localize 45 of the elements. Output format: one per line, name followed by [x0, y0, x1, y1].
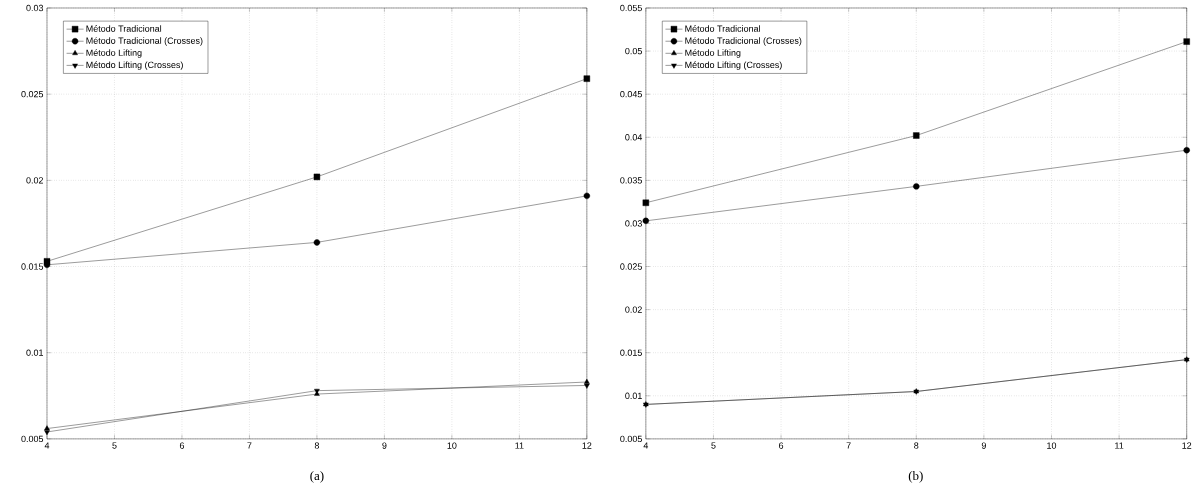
- x-tick-label: 11: [515, 442, 524, 449]
- x-tick-label: 11: [1115, 442, 1124, 449]
- legend-label: Método Lifting: [86, 49, 142, 58]
- legend-label: Método Tradicional: [685, 25, 760, 32]
- legend-label: Método Tradicional: [86, 25, 162, 32]
- x-tick-label: 10: [447, 442, 457, 449]
- y-tick-label: 0.01: [26, 349, 44, 356]
- x-tick-label: 5: [112, 442, 117, 449]
- legend-label: Método Tradicional (Crosses): [685, 37, 802, 46]
- x-tick-label: 12: [582, 442, 592, 449]
- x-tick-label: 4: [44, 442, 50, 449]
- x-tick-label: 4: [643, 442, 649, 449]
- y-tick-label: 0.015: [21, 263, 44, 270]
- y-tick-label: 0.01: [625, 392, 642, 400]
- x-tick-label: 7: [846, 442, 851, 449]
- text: (b): [908, 471, 923, 483]
- legend-label: Método Tradicional (Crosses): [86, 37, 203, 46]
- y-tick-label: 0.055: [620, 4, 642, 12]
- y-tick-label: 0.035: [620, 177, 642, 184]
- y-tick-label: 0.02: [26, 177, 44, 184]
- y-tick-label: 0.045: [620, 91, 642, 98]
- y-tick-label: 0.005: [21, 435, 44, 443]
- legend-label: Método Lifting (Crosses): [685, 61, 782, 70]
- y-tick-label: 0.025: [21, 91, 44, 98]
- y-tick-label: 0.015: [620, 349, 642, 356]
- x-tick-label: 6: [779, 442, 784, 449]
- legend-label: Método Lifting (Crosses): [86, 61, 183, 70]
- legend-label: Método Lifting: [685, 49, 741, 58]
- text: (a): [310, 471, 324, 483]
- x-tick-label: 7: [247, 442, 252, 449]
- y-tick-label: 0.05: [625, 47, 642, 55]
- x-tick-label: 12: [1182, 442, 1192, 449]
- x-tick-label: 10: [1047, 442, 1057, 449]
- y-tick-label: 0.005: [620, 435, 642, 443]
- y-tick-label: 0.03: [26, 4, 44, 12]
- x-tick-label: 8: [914, 442, 919, 449]
- y-tick-label: 0.03: [625, 220, 642, 227]
- y-tick-label: 0.025: [620, 263, 642, 270]
- x-tick-label: 6: [179, 442, 185, 449]
- y-tick-label: 0.04: [625, 134, 643, 141]
- y-tick-label: 0.02: [625, 306, 642, 313]
- x-tick-label: 9: [382, 442, 387, 449]
- x-tick-label: 5: [711, 442, 716, 449]
- x-tick-label: 9: [981, 442, 986, 449]
- x-tick-label: 8: [314, 442, 320, 449]
